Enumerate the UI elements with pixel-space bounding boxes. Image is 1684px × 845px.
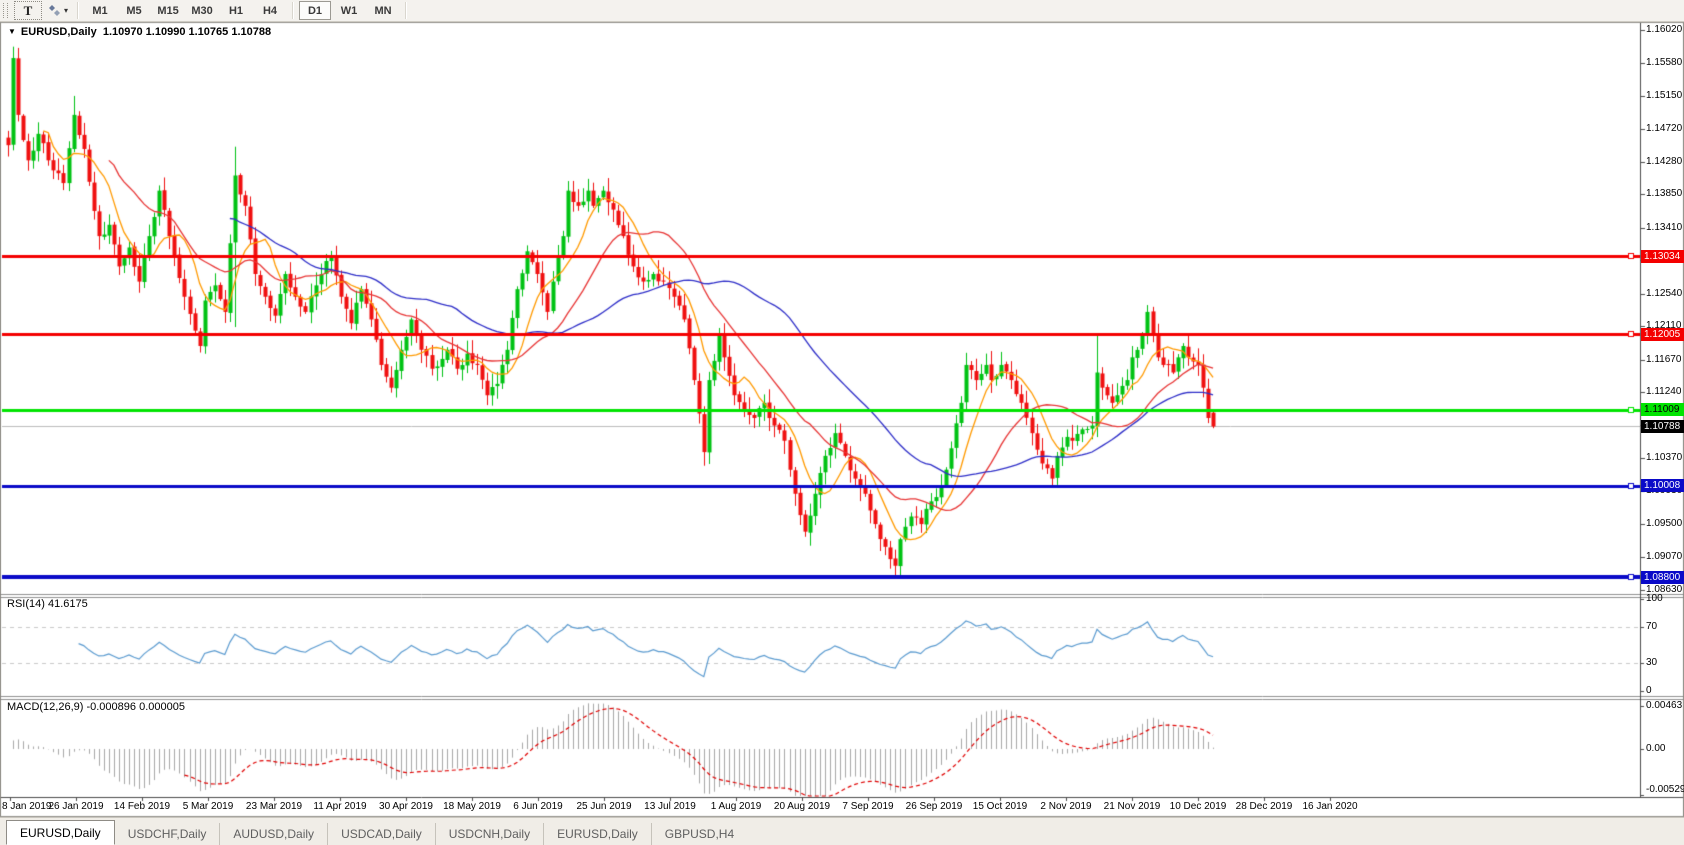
rsi-axis-label: 0: [1646, 685, 1652, 696]
tab-audusd-daily[interactable]: AUDUSD,Daily: [219, 823, 327, 845]
ohlc-close: 1.10788: [231, 26, 272, 38]
date-axis-label: 20 Aug 2019: [773, 801, 831, 812]
date-axis-label: 2 Nov 2019: [1040, 801, 1092, 812]
timeframe-button-m30[interactable]: M30: [191, 4, 213, 17]
timeframe-button-w1[interactable]: W1: [340, 4, 358, 17]
date-axis-label: 25 Jun 2019: [576, 801, 632, 812]
date-axis-label: 28 Dec 2019: [1235, 801, 1293, 812]
date-axis-label: 16 Jan 2020: [1302, 801, 1358, 812]
date-axis-label: 18 May 2019: [443, 801, 501, 812]
style-tool-button[interactable]: ▾: [44, 1, 71, 20]
tab-eurusd-daily[interactable]: EURUSD,Daily: [6, 820, 115, 845]
price-axis-label: 1.15150: [1646, 89, 1683, 101]
text-tool-button[interactable]: T: [14, 1, 42, 20]
timeframe-button-h1[interactable]: H1: [228, 4, 244, 17]
timeframe-button-m15[interactable]: M15: [157, 4, 179, 17]
chevron-down-icon[interactable]: ▼: [8, 26, 16, 36]
timeframe-button-h4[interactable]: H4: [262, 4, 278, 17]
date-axis-label: 1 Aug 2019: [710, 801, 762, 812]
toolbar-separator: [292, 2, 294, 19]
current-price-badge: 1.10788: [1641, 419, 1684, 433]
date-axis-label: 8 Jan 2019: [2, 801, 52, 812]
price-axis-label: 1.13850: [1646, 188, 1683, 200]
timeframe-group: M1 M5 M15 M30 H1 H4 D1 W1 MN: [83, 1, 400, 20]
date-axis-label: 11 Apr 2019: [313, 801, 367, 812]
chart-tab-bar: EURUSD,Daily USDCHF,Daily AUDUSD,Daily USDC…: [0, 817, 1684, 845]
tab-gbpusd-h4[interactable]: GBPUSD,H4: [650, 823, 747, 845]
price-axis-label: 1.08630: [1646, 584, 1683, 595]
toolbar-separator: [77, 2, 79, 19]
price-axis-label: 1.12540: [1646, 287, 1683, 299]
price-axis-label: 1.14280: [1646, 155, 1683, 167]
chart-title: ▼ EURUSD,Daily 1.10970 1.10990 1.10765 1.…: [8, 26, 271, 38]
price-level-badge: 1.12005: [1641, 327, 1684, 341]
date-axis-label: 23 Mar 2019: [245, 801, 303, 812]
rsi-axis-label: 30: [1646, 657, 1658, 669]
price-axis-label: 1.16020: [1646, 24, 1683, 35]
date-axis-label: 6 Jun 2019: [513, 801, 563, 812]
tab-eurusd-daily[interactable]: EURUSD,Daily: [543, 823, 651, 845]
tab-usdcnh-daily[interactable]: USDCNH,Daily: [434, 823, 543, 845]
ohlc-high: 1.10990: [145, 26, 186, 38]
date-axis-label: 26 Sep 2019: [905, 801, 963, 812]
tab-usdchf-daily[interactable]: USDCHF,Daily: [127, 827, 207, 841]
toolbar-separator: [405, 2, 407, 19]
date-axis-label: 30 Apr 2019: [379, 801, 433, 812]
date-axis-label: 13 Jul 2019: [644, 801, 696, 812]
price-axis-label: 1.11670: [1646, 353, 1682, 365]
price-level-badge: 1.13034: [1641, 249, 1684, 263]
toolbar-grip[interactable]: [3, 3, 8, 18]
text-tool-label: T: [23, 2, 33, 18]
price-axis-label: 1.15580: [1646, 57, 1683, 69]
price-level-badge: 1.11009: [1641, 403, 1684, 417]
rsi-label: RSI(14) 41.6175: [7, 598, 88, 610]
timeframe-button-m1[interactable]: M1: [92, 4, 108, 17]
price-axis-label: 1.09500: [1646, 518, 1683, 530]
chevron-down-icon: ▾: [64, 6, 69, 15]
date-axis-label: 7 Sep 2019: [842, 801, 894, 812]
price-axis-label: 1.11240: [1646, 386, 1682, 398]
macd-label: MACD(12,26,9) -0.000896 0.000005: [7, 701, 185, 713]
tab-usdcad-daily[interactable]: USDCAD,Daily: [327, 823, 435, 845]
date-axis-label: 5 Mar 2019: [182, 801, 234, 812]
price-level-badge: 1.08800: [1641, 570, 1684, 584]
price-axis-label: 1.14720: [1646, 122, 1683, 134]
date-axis-label: 26 Jan 2019: [48, 801, 104, 812]
rsi-axis-label: 70: [1646, 620, 1658, 632]
price-axis-label: 1.12110: [1646, 320, 1682, 332]
timeframe-button-m5[interactable]: M5: [126, 4, 142, 17]
top-toolbar: T ▾ M1 M5 M15 M30 H1 H4 D1 W1 MN: [0, 0, 1684, 22]
diamonds-icon: [49, 4, 60, 16]
ohlc-open: 1.10970: [102, 26, 143, 38]
date-axis-label: 14 Feb 2019: [113, 801, 171, 812]
chart-symbol-period: EURUSD,Daily: [20, 26, 97, 38]
rsi-axis-label: 100: [1646, 593, 1663, 604]
date-axis-label: 21 Nov 2019: [1103, 801, 1161, 812]
price-level-badge: 1.10008: [1641, 479, 1684, 493]
macd-axis-label: 0.00463: [1646, 700, 1683, 711]
macd-axis-label: -0.005295: [1646, 784, 1684, 795]
timeframe-button-d1[interactable]: D1: [299, 1, 332, 20]
date-axis-label: 15 Oct 2019: [972, 801, 1028, 812]
ohlc-low: 1.10765: [188, 26, 229, 38]
timeframe-button-mn[interactable]: MN: [374, 4, 392, 17]
price-axis-label: 1.09070: [1646, 550, 1683, 562]
macd-axis-label: 0.00: [1646, 743, 1666, 754]
price-axis-label: 1.10370: [1646, 452, 1683, 464]
price-axis-label: 1.13410: [1646, 221, 1683, 233]
date-axis-label: 10 Dec 2019: [1169, 801, 1227, 812]
